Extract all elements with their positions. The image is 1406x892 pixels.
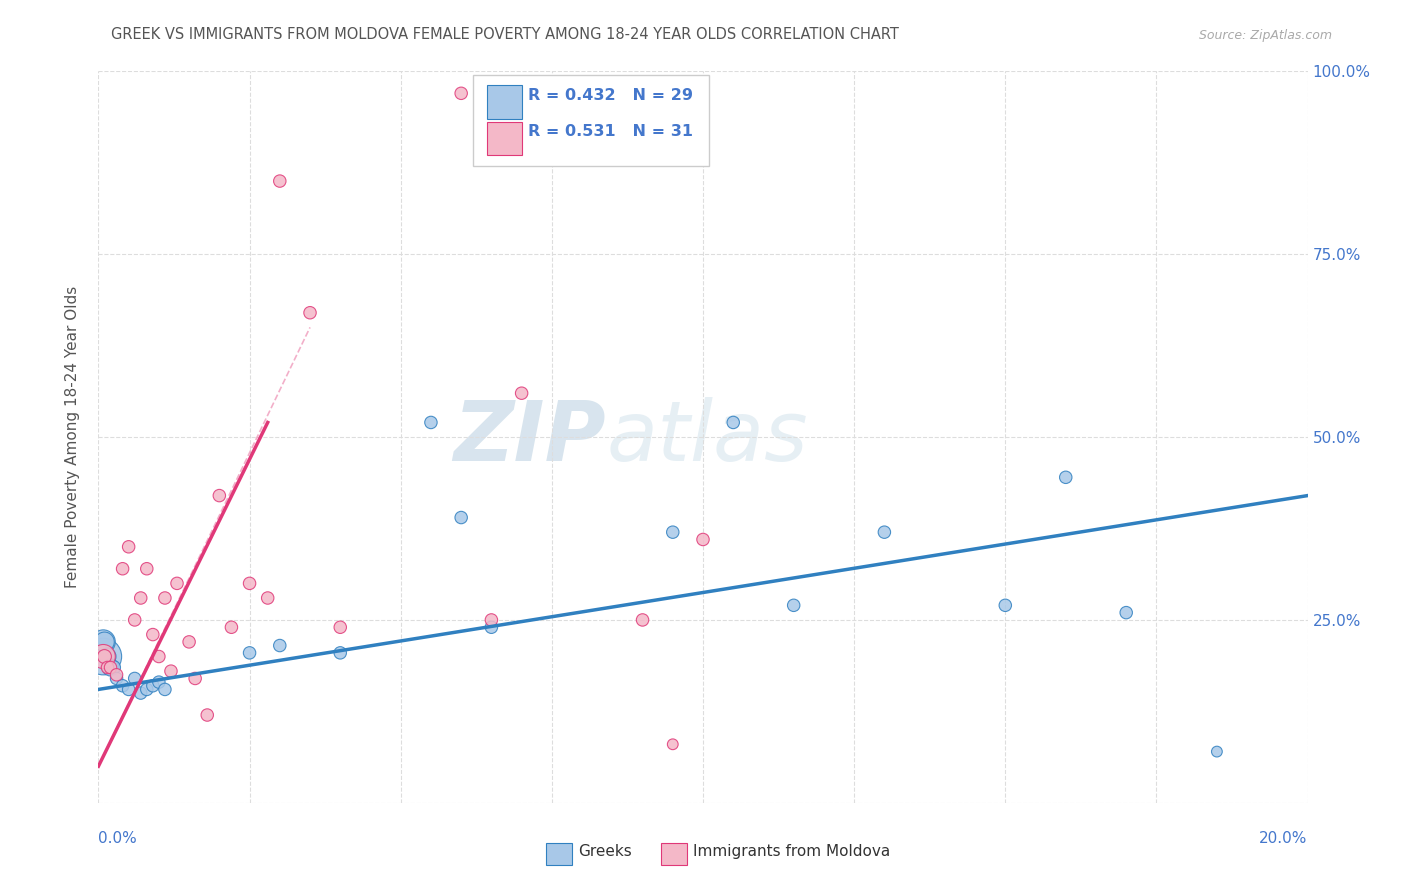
Point bbox=[91, 649, 114, 664]
Point bbox=[129, 591, 152, 605]
Point bbox=[1115, 606, 1137, 620]
Point bbox=[692, 533, 714, 547]
Point bbox=[661, 525, 683, 540]
Point bbox=[135, 562, 157, 576]
Point bbox=[100, 660, 122, 674]
Text: Immigrants from Moldova: Immigrants from Moldova bbox=[693, 844, 890, 859]
Point bbox=[256, 591, 278, 605]
Point bbox=[96, 660, 118, 674]
Point bbox=[91, 649, 114, 664]
Point bbox=[148, 675, 170, 690]
FancyBboxPatch shape bbox=[486, 86, 522, 119]
Point bbox=[111, 562, 134, 576]
Point bbox=[93, 649, 115, 664]
Point bbox=[1054, 470, 1077, 484]
Point bbox=[450, 87, 472, 101]
Point bbox=[124, 672, 146, 686]
Point bbox=[329, 646, 352, 660]
Point bbox=[105, 667, 128, 681]
Point bbox=[118, 682, 141, 697]
Point bbox=[481, 620, 503, 634]
Point bbox=[111, 679, 134, 693]
Text: R = 0.432   N = 29: R = 0.432 N = 29 bbox=[527, 88, 693, 103]
Point bbox=[105, 672, 128, 686]
Point bbox=[631, 613, 654, 627]
Point bbox=[91, 635, 114, 649]
Point bbox=[510, 386, 533, 401]
Point bbox=[208, 489, 231, 503]
Point bbox=[118, 540, 141, 554]
Point bbox=[269, 639, 291, 653]
Point bbox=[96, 649, 118, 664]
Point bbox=[103, 660, 125, 674]
Point bbox=[195, 708, 218, 723]
Point bbox=[153, 682, 176, 697]
Point bbox=[129, 686, 152, 700]
Bar bbox=[661, 843, 688, 865]
Point bbox=[93, 635, 115, 649]
Point bbox=[239, 576, 262, 591]
Point bbox=[142, 679, 165, 693]
Point bbox=[994, 599, 1017, 613]
Point bbox=[450, 510, 472, 524]
Text: 0.0%: 0.0% bbox=[98, 831, 138, 846]
Point bbox=[723, 416, 745, 430]
Point bbox=[124, 613, 146, 627]
Point bbox=[1206, 745, 1229, 759]
Text: GREEK VS IMMIGRANTS FROM MOLDOVA FEMALE POVERTY AMONG 18-24 YEAR OLDS CORRELATIO: GREEK VS IMMIGRANTS FROM MOLDOVA FEMALE … bbox=[111, 27, 898, 42]
Point bbox=[873, 525, 896, 540]
Point bbox=[166, 576, 188, 591]
Point bbox=[184, 672, 207, 686]
Point bbox=[153, 591, 176, 605]
Point bbox=[142, 627, 165, 641]
Point bbox=[160, 664, 183, 678]
Point bbox=[148, 649, 170, 664]
Point bbox=[481, 613, 503, 627]
Text: Greeks: Greeks bbox=[578, 844, 633, 859]
Bar bbox=[546, 843, 572, 865]
Point bbox=[135, 682, 157, 697]
Point bbox=[221, 620, 243, 634]
Text: atlas: atlas bbox=[606, 397, 808, 477]
Y-axis label: Female Poverty Among 18-24 Year Olds: Female Poverty Among 18-24 Year Olds bbox=[65, 286, 80, 588]
Point bbox=[269, 174, 291, 188]
FancyBboxPatch shape bbox=[474, 75, 709, 167]
Point bbox=[420, 416, 443, 430]
Point bbox=[100, 660, 122, 674]
Text: Source: ZipAtlas.com: Source: ZipAtlas.com bbox=[1199, 29, 1331, 42]
Text: ZIP: ZIP bbox=[454, 397, 606, 477]
FancyBboxPatch shape bbox=[486, 122, 522, 155]
Point bbox=[299, 306, 322, 320]
Point bbox=[661, 737, 683, 751]
Text: 20.0%: 20.0% bbox=[1260, 831, 1308, 846]
Point bbox=[329, 620, 352, 634]
Text: R = 0.531   N = 31: R = 0.531 N = 31 bbox=[527, 125, 693, 139]
Point bbox=[783, 599, 806, 613]
Point bbox=[239, 646, 262, 660]
Point bbox=[179, 635, 201, 649]
